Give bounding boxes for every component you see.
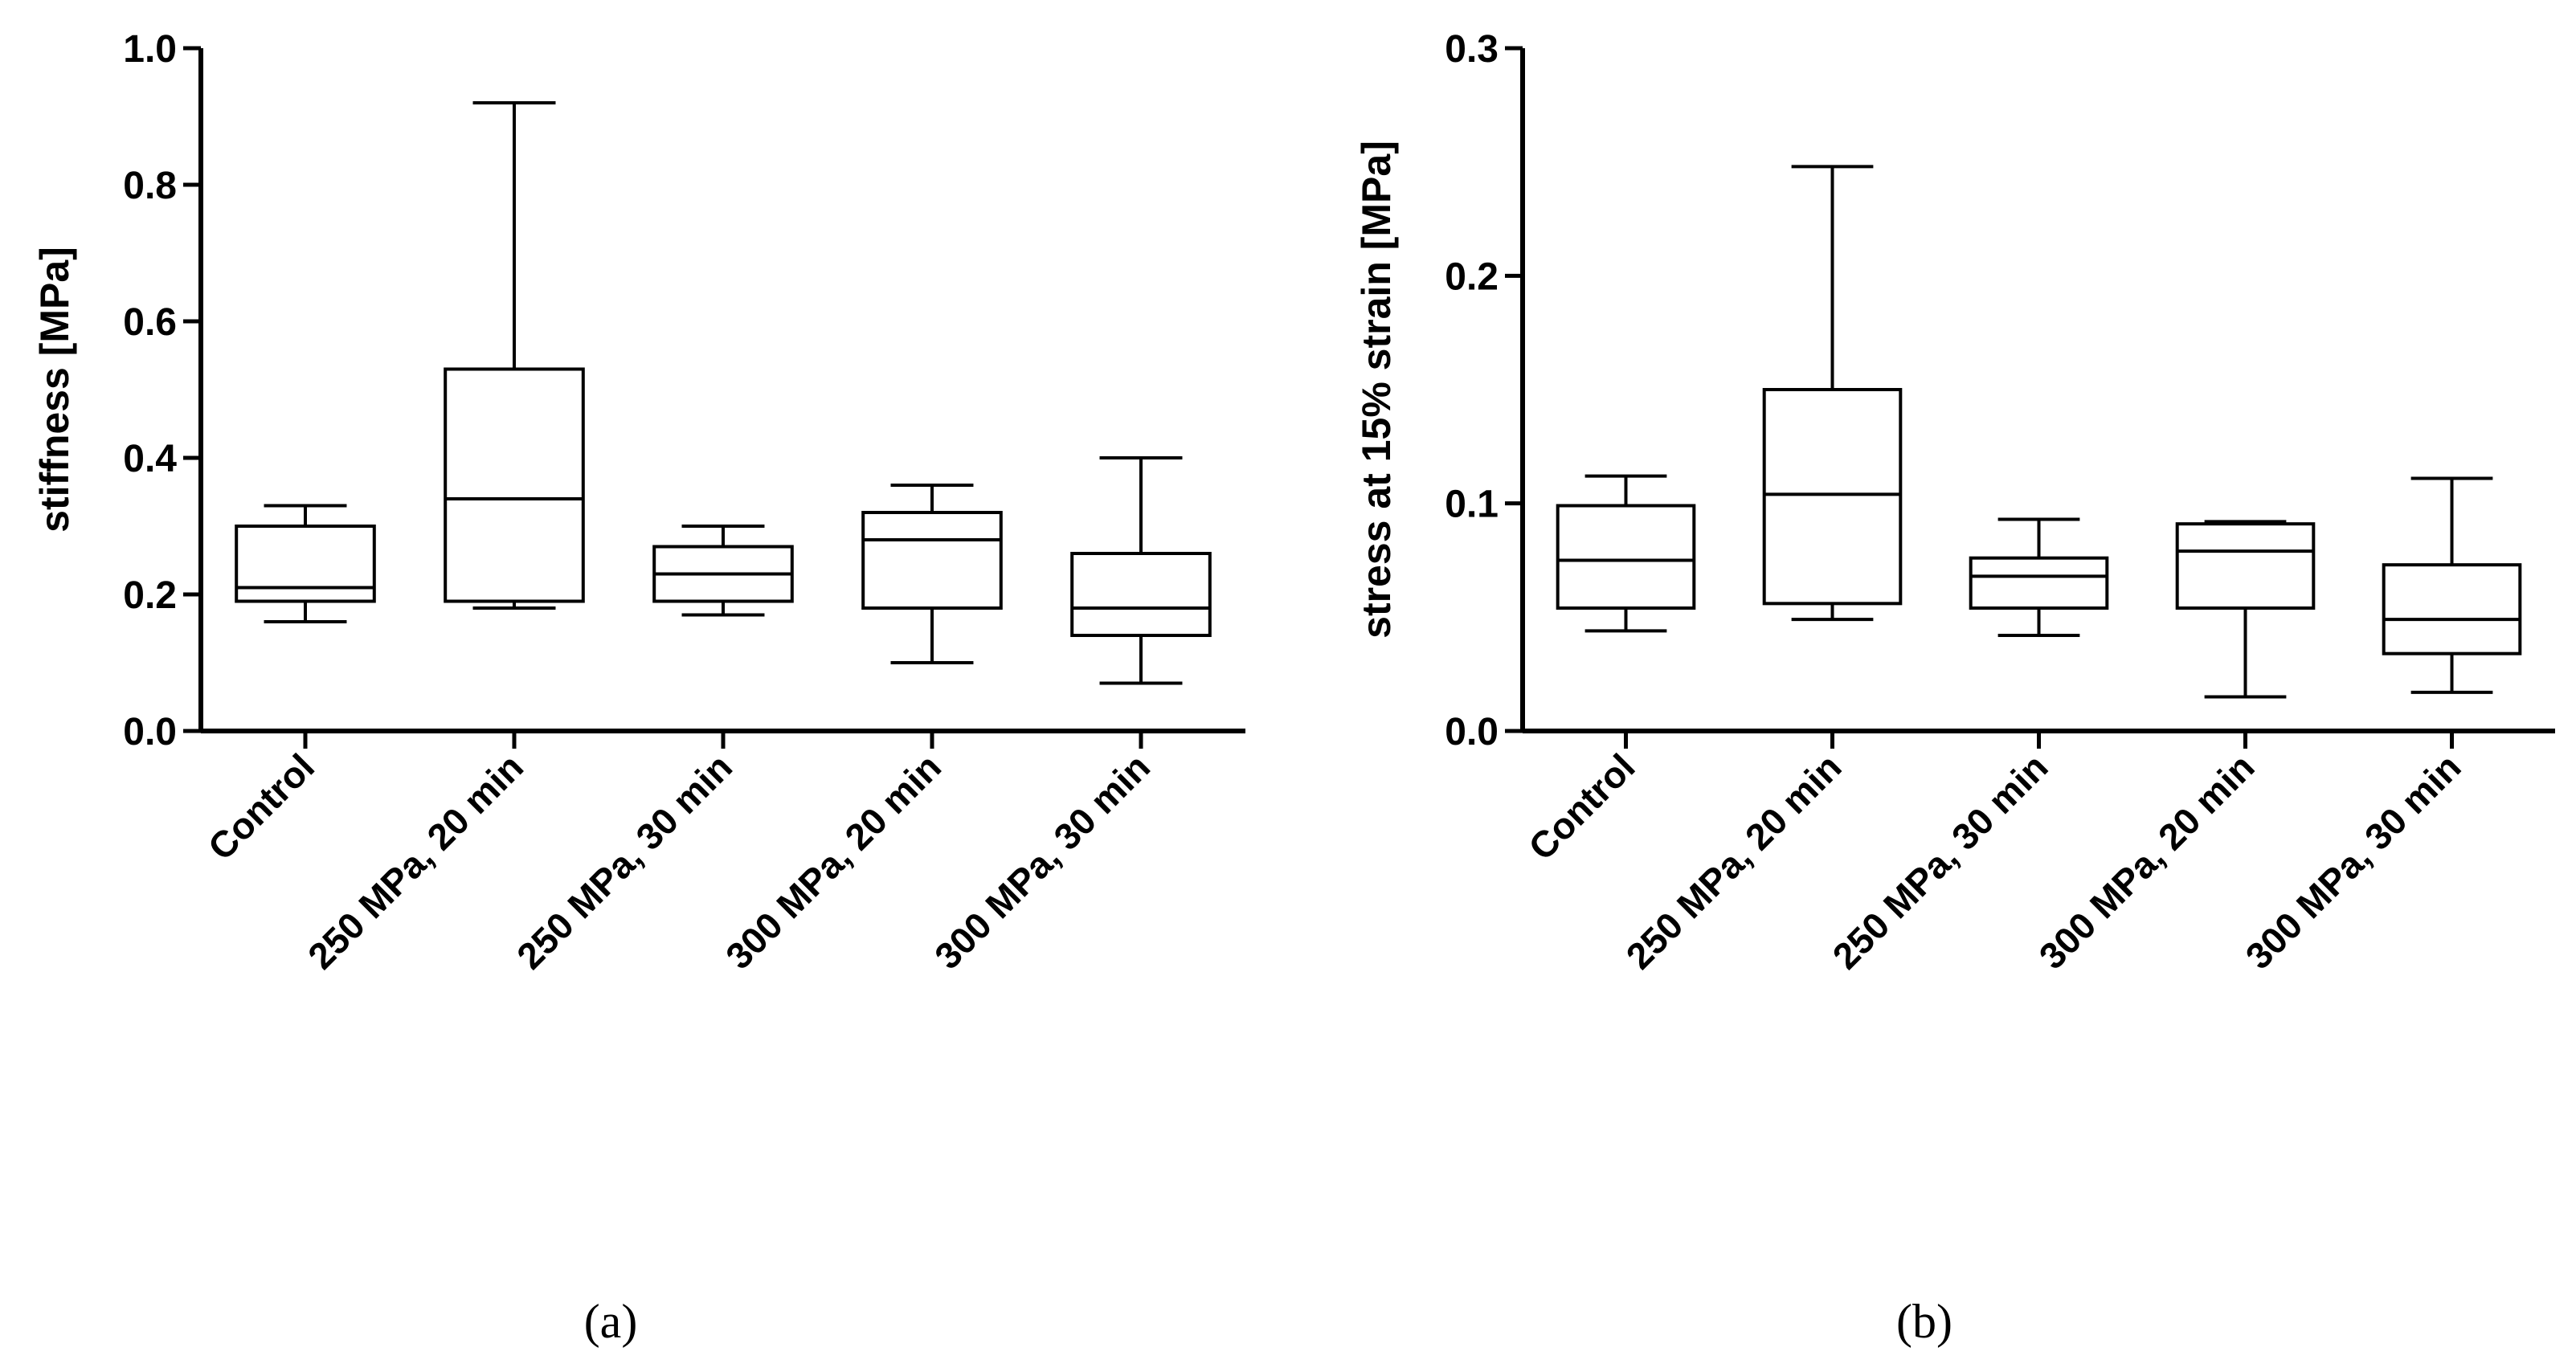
y-tick-label: 0.3 xyxy=(1445,28,1499,71)
iqr-box xyxy=(1762,388,1903,606)
y-tick-label: 0.2 xyxy=(1445,255,1499,298)
x-category-label: Control xyxy=(1520,745,1642,868)
box-group-3 xyxy=(652,525,794,617)
y-tick-label: 0.1 xyxy=(1445,484,1499,526)
box-group-1 xyxy=(1556,474,1696,633)
box-group-2 xyxy=(444,101,585,610)
panel-caption: (a) xyxy=(584,1295,638,1348)
x-category-label: 300 MPa, 30 min xyxy=(926,745,1158,977)
y-tick-label: 0.0 xyxy=(123,711,177,753)
box-group-1 xyxy=(235,504,376,623)
x-category-label: 300 MPa, 30 min xyxy=(2237,745,2468,977)
box-group-5 xyxy=(2382,476,2522,694)
panel-caption: (b) xyxy=(1896,1295,1952,1348)
x-category-label: 300 MPa, 20 min xyxy=(2030,745,2262,977)
y-tick-label: 0.8 xyxy=(123,165,177,207)
x-category-label: Control xyxy=(200,745,322,868)
x-category-label: 250 MPa, 20 min xyxy=(300,745,531,977)
iqr-box xyxy=(444,367,585,603)
x-category-label: 300 MPa, 20 min xyxy=(718,745,949,977)
iqr-box xyxy=(235,525,376,603)
box-group-2 xyxy=(1762,165,1903,622)
y-tick-label: 0.2 xyxy=(123,574,177,617)
x-category-label: 250 MPa, 30 min xyxy=(509,745,740,977)
y-axis-title: stiffness [MPa] xyxy=(32,247,77,533)
box-group-4 xyxy=(2175,520,2316,699)
y-tick-label: 0.0 xyxy=(1445,711,1499,753)
panel-b-chart: 0.0 0.1 0.2 0.3 stress at 15% strain [MPa] Co… xyxy=(1354,28,2555,1348)
iqr-box xyxy=(1969,556,2109,610)
y-tick-label: 0.6 xyxy=(123,301,177,344)
y-tick-label: 0.4 xyxy=(123,438,177,480)
box-group-4 xyxy=(861,484,1003,664)
iqr-box xyxy=(1556,504,1696,610)
y-tick-label: 1.0 xyxy=(123,28,177,71)
iqr-box xyxy=(2175,522,2316,610)
x-category-label: 250 MPa, 20 min xyxy=(1617,745,1849,977)
box-group-3 xyxy=(1969,517,2109,637)
panel-a-chart: 0.0 0.2 0.4 0.6 0.8 1.0 stiffness [MPa] Control… xyxy=(32,28,1245,1348)
iqr-box xyxy=(2382,563,2522,655)
x-category-label: 250 MPa, 30 min xyxy=(1824,745,2055,977)
iqr-box xyxy=(861,511,1003,610)
iqr-box xyxy=(1070,552,1212,637)
box-group-5 xyxy=(1070,456,1212,685)
y-axis-title: stress at 15% strain [MPa] xyxy=(1354,141,1399,639)
